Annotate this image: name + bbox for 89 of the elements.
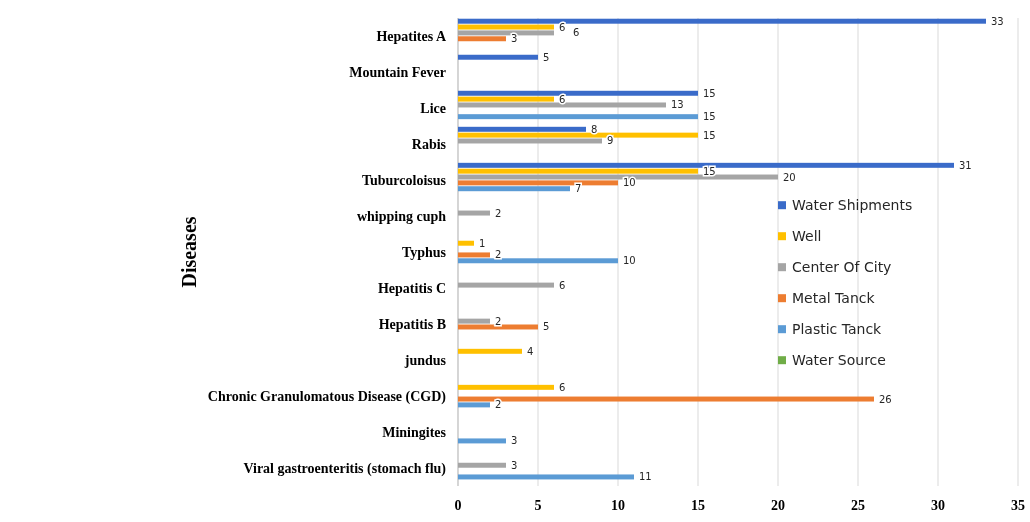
x-tick-label: 25 [851, 498, 865, 513]
data-label: 5 [543, 321, 550, 333]
legend-label: Water Source [792, 352, 886, 369]
bar [458, 18, 986, 24]
data-label: 15 [703, 87, 716, 99]
data-label: 3 [511, 33, 518, 45]
x-tick-label: 5 [534, 498, 542, 513]
data-label: 15 [703, 165, 716, 177]
bar [458, 90, 698, 96]
bar [458, 282, 554, 288]
data-label: 2 [495, 249, 502, 261]
data-label: 6 [559, 93, 566, 105]
data-label: 20 [783, 171, 796, 183]
y-tick-label: Rabis [411, 136, 447, 152]
data-label: 4 [527, 345, 534, 357]
bar [458, 162, 954, 168]
data-label: 6 [559, 279, 566, 291]
y-tick-label: Lice [420, 100, 446, 116]
bar [458, 24, 554, 30]
x-tick-label: 15 [691, 498, 705, 513]
bar [458, 318, 490, 324]
legend-label: Water Shipments [792, 197, 913, 214]
bar [458, 54, 538, 60]
data-label: 9 [607, 135, 614, 147]
bar [458, 210, 490, 216]
data-label: 33 [991, 15, 1004, 27]
y-tick-label: Chronic Granulomatous Disease (CGD) [207, 389, 447, 406]
data-label: 10 [623, 255, 636, 267]
x-tick-label: 35 [1011, 498, 1025, 513]
data-label: 6 [573, 27, 580, 39]
x-tick-label: 20 [771, 498, 785, 513]
data-label: 2 [495, 207, 502, 219]
bar [458, 36, 506, 42]
bar [458, 384, 554, 390]
y-tick-label: whipping cuph [356, 208, 447, 224]
bar [458, 30, 554, 36]
data-label: 26 [879, 393, 892, 405]
bar [458, 438, 506, 444]
x-tick-label: 30 [931, 498, 945, 513]
bar [458, 168, 698, 174]
data-label: 15 [703, 129, 716, 141]
data-label: 13 [671, 99, 684, 111]
data-label: 2 [495, 315, 502, 327]
bar [458, 132, 698, 138]
data-label: 2 [495, 399, 502, 411]
bar [458, 402, 490, 408]
bar [458, 180, 618, 186]
bar [458, 114, 698, 120]
data-label: 10 [623, 177, 636, 189]
y-axis-title: Diseases [178, 216, 200, 288]
data-label: 3 [511, 459, 518, 471]
y-tick-label: Tuburcoloisus [361, 172, 447, 188]
y-tick-label: Typhus [401, 244, 447, 260]
bar [458, 462, 506, 468]
x-tick-label: 10 [611, 498, 625, 513]
legend-label: Center Of City [792, 259, 892, 276]
y-tick-label: Hepatitis C [377, 280, 446, 296]
bar [458, 258, 618, 264]
data-label: 6 [559, 21, 566, 33]
y-tick-label: Mountain Fever [349, 64, 446, 80]
data-label: 5 [543, 51, 550, 63]
bar [458, 252, 490, 258]
data-label: 7 [575, 183, 582, 195]
legend-label: Plastic Tanck [792, 321, 883, 338]
data-label: 31 [959, 159, 972, 171]
data-label: 6 [559, 381, 566, 393]
x-tick-label: 0 [454, 498, 462, 513]
bar [458, 324, 538, 330]
bar [458, 126, 586, 132]
bar [458, 240, 474, 246]
bar [458, 96, 554, 102]
bar [458, 102, 666, 108]
data-label: 1 [479, 237, 486, 249]
y-tick-label: jundus [403, 352, 447, 368]
data-label: 15 [703, 111, 716, 123]
data-label: 11 [639, 471, 652, 483]
bar [458, 396, 874, 402]
bar [458, 348, 522, 354]
data-label: 8 [591, 123, 598, 135]
y-tick-label: Miningites [382, 425, 447, 441]
bar [458, 186, 570, 192]
y-tick-label: Hepatites A [376, 28, 447, 44]
bar [458, 474, 634, 480]
y-tick-label: Hepatitis B [378, 316, 446, 332]
bar [458, 174, 778, 180]
legend-label: Metal Tanck [792, 290, 876, 307]
legend-label: Well [792, 228, 822, 245]
data-label: 3 [511, 435, 518, 447]
y-tick-label: Viral gastroenteritis (stomach flu) [243, 461, 447, 478]
